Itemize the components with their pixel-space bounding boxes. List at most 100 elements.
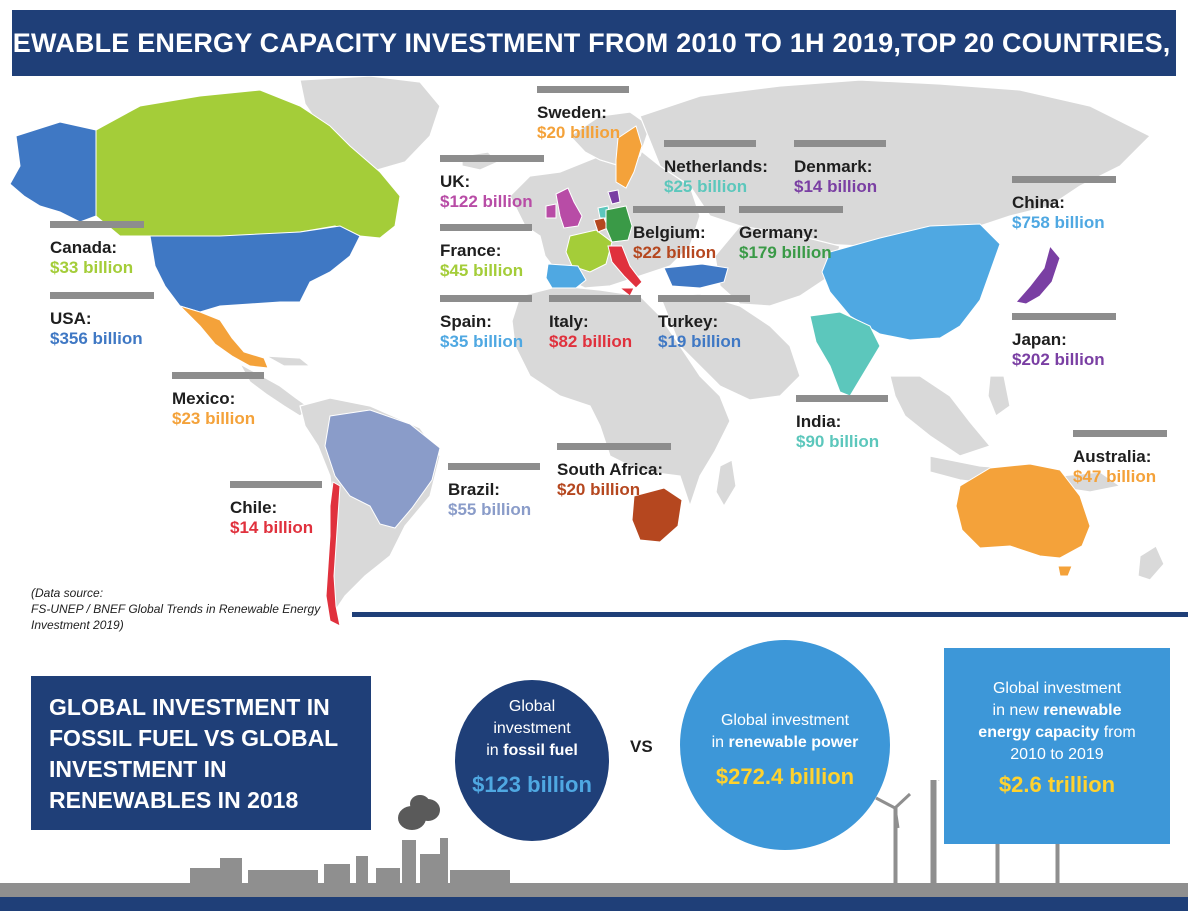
label-italy: Italy: $82 billion xyxy=(549,295,641,352)
label-bar xyxy=(172,372,264,379)
label-denmark: Denmark: $14 billion xyxy=(794,140,886,197)
russia-asia-shape xyxy=(639,79,1152,247)
africa-shape xyxy=(511,285,731,508)
label-bar xyxy=(440,155,544,162)
label-bar xyxy=(633,206,725,213)
label-bar xyxy=(1073,430,1167,437)
header: RENEWABLE ENERGY CAPACITY INVESTMENT FRO… xyxy=(0,0,1188,76)
fossil-line-3-prefix: in xyxy=(486,742,504,759)
label-bar xyxy=(1012,176,1116,183)
title-bar: RENEWABLE ENERGY CAPACITY INVESTMENT FRO… xyxy=(0,10,1188,76)
label-canada: Canada: $33 billion xyxy=(50,221,144,278)
country-value: $20 billion xyxy=(557,480,641,499)
label-bar xyxy=(448,463,540,470)
label-bar xyxy=(796,395,888,402)
usa-shape xyxy=(149,225,361,313)
capacity-line-2: in new renewable xyxy=(944,700,1170,722)
page-title: RENEWABLE ENERGY CAPACITY INVESTMENT FRO… xyxy=(0,27,1188,58)
country-value: $122 billion xyxy=(440,192,533,211)
country-value: $14 billion xyxy=(230,518,314,537)
source-line-1: (Data source: xyxy=(31,586,104,600)
tasmania-shape xyxy=(1057,565,1073,577)
country-value: $82 billion xyxy=(549,332,633,351)
label-bar xyxy=(1012,313,1116,320)
renew-line-2-bold: renewable power xyxy=(728,734,859,751)
country-value: $179 billion xyxy=(739,243,832,262)
country-name: China: xyxy=(1012,193,1065,212)
country-name: Netherlands: xyxy=(664,157,768,176)
label-china: China: $758 billion xyxy=(1012,176,1116,233)
capacity-amount: $2.6 trillion xyxy=(998,772,1116,797)
country-value: $90 billion xyxy=(796,432,880,451)
label-belgium: Belgium: $22 billion xyxy=(633,206,725,263)
country-name: Chile: xyxy=(230,498,278,517)
country-value: $758 billion xyxy=(1012,213,1105,232)
country-value: $202 billion xyxy=(1012,350,1105,369)
label-bar xyxy=(739,206,843,213)
country-name: Belgium: xyxy=(633,223,706,242)
country-name: India: xyxy=(796,412,842,431)
country-name: France: xyxy=(440,241,502,260)
country-name: Sweden: xyxy=(537,103,607,122)
country-value: $14 billion xyxy=(794,177,878,196)
footer-bar xyxy=(0,897,1188,911)
country-name: Brazil: xyxy=(448,480,500,499)
fossil-line-2: investment xyxy=(493,720,571,737)
country-value: $33 billion xyxy=(50,258,134,277)
renew-line-2: in renewable power xyxy=(680,732,890,754)
brazil-shape xyxy=(324,409,441,529)
sweden-shape xyxy=(615,125,643,189)
capacity-content: Global investment in new renewable energ… xyxy=(944,678,1170,796)
country-value: $22 billion xyxy=(633,243,717,262)
country-name: Japan: xyxy=(1012,330,1067,349)
label-south-africa: South Africa: $20 billion xyxy=(557,443,671,500)
country-value: $55 billion xyxy=(448,500,532,519)
label-bar xyxy=(557,443,671,450)
section-divider xyxy=(352,612,1188,617)
country-name: Spain: xyxy=(440,312,492,331)
denmark-shape xyxy=(607,189,621,205)
renew-line-2-prefix: in xyxy=(711,734,729,751)
vs-label: VS xyxy=(630,737,653,756)
country-name: Turkey: xyxy=(658,312,719,331)
capacity-line-2-bold: renewable xyxy=(1043,702,1122,719)
label-bar xyxy=(230,481,322,488)
uk-shape xyxy=(555,187,583,229)
country-name: Italy: xyxy=(549,312,589,331)
italy-shape xyxy=(607,245,643,289)
country-value: $356 billion xyxy=(50,329,143,348)
label-uk: UK: $122 billion xyxy=(440,155,544,212)
skyline-illustration xyxy=(0,780,1188,897)
country-name: USA: xyxy=(50,309,92,328)
country-value: $25 billion xyxy=(664,177,748,196)
capacity-box: Global investment in new renewable energ… xyxy=(944,648,1170,844)
country-name: Australia: xyxy=(1073,447,1152,466)
capacity-line-3-suffix: from xyxy=(1099,724,1136,741)
label-netherlands: Netherlands: $25 billion xyxy=(664,140,768,197)
label-turkey: Turkey: $19 billion xyxy=(658,295,750,352)
germany-shape xyxy=(605,205,633,243)
bottom-section-title: GLOBAL INVESTMENT IN FOSSIL FUEL VS GLOB… xyxy=(31,676,371,830)
fossil-fuel-circle: Global investment in fossil fuel $123 bi… xyxy=(455,680,609,841)
label-japan: Japan: $202 billion xyxy=(1012,313,1116,370)
turkey-shape xyxy=(663,263,729,289)
label-bar xyxy=(664,140,756,147)
fossil-line-3: in fossil fuel xyxy=(455,740,609,762)
renew-line-1: Global investment xyxy=(720,712,850,729)
capacity-line-3: energy capacity from xyxy=(944,722,1170,744)
label-brazil: Brazil: $55 billion xyxy=(448,463,540,520)
new-zealand-shape xyxy=(1137,545,1165,581)
china-shape xyxy=(821,223,1001,341)
capacity-line-3-bold: energy capacity xyxy=(978,724,1100,741)
chile-shape xyxy=(325,481,341,627)
philippines-shape xyxy=(987,375,1011,417)
renew-content: Global investment in renewable power $27… xyxy=(680,710,890,790)
ireland-shape xyxy=(545,203,557,219)
data-source-note: (Data source: FS-UNEP / BNEF Global Tren… xyxy=(31,585,331,633)
india-shape xyxy=(809,311,881,397)
renew-amount: $272.4 billion xyxy=(715,764,855,789)
label-chile: Chile: $14 billion xyxy=(230,481,322,538)
country-name: Germany: xyxy=(739,223,819,242)
renewable-power-circle: Global investment in renewable power $27… xyxy=(680,640,890,850)
fossil-amount: $123 billion xyxy=(472,772,592,797)
